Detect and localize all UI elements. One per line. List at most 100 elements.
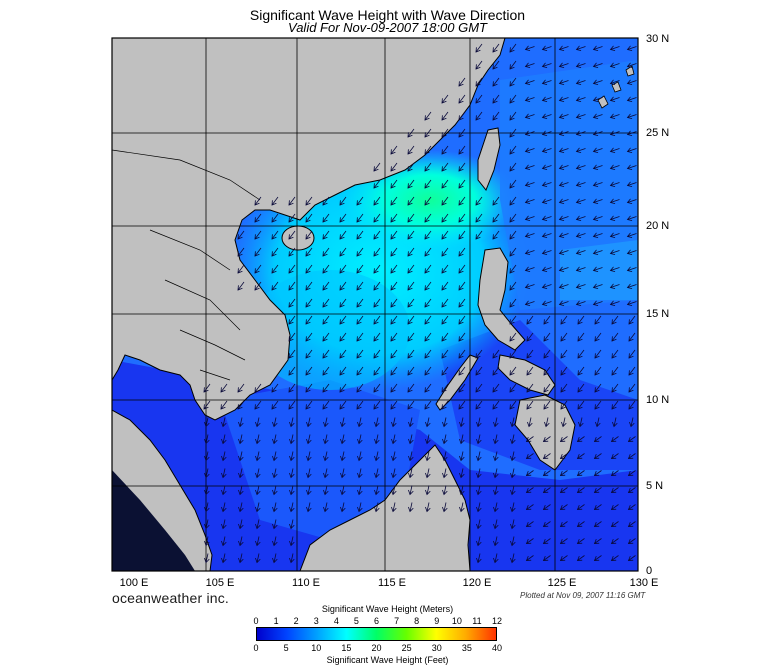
- wave-arrow: [542, 284, 552, 288]
- wave-arrow-head: [509, 404, 515, 410]
- wave-arrow-head: [255, 523, 261, 530]
- wave-arrow-head: [220, 404, 226, 410]
- wave-arrow-head: [339, 370, 345, 376]
- wave-arrow-head: [525, 487, 532, 493]
- wave-arrow-head: [390, 336, 396, 342]
- wave-arrow: [577, 332, 585, 342]
- land-mainland: [112, 38, 506, 421]
- wave-arrow-head: [611, 387, 617, 393]
- wave-arrow-head: [391, 472, 397, 479]
- wave-arrow: [477, 417, 481, 427]
- wave-arrow: [477, 468, 481, 478]
- wave-arrow-head: [424, 404, 430, 410]
- wave-arrow: [460, 434, 464, 444]
- wave-arrow: [205, 468, 209, 478]
- wave-arrow: [594, 436, 602, 442]
- wave-arrow: [458, 400, 466, 410]
- wave-arrow-head: [558, 45, 565, 51]
- wave-arrow: [627, 80, 637, 84]
- wave-arrow-head: [626, 198, 633, 204]
- wave-arrow: [409, 417, 413, 427]
- wave-arrow: [576, 250, 586, 254]
- wave-arrow-head: [628, 319, 634, 325]
- wave-arrow-head: [458, 353, 464, 359]
- wave-arrow: [375, 434, 379, 444]
- wave-arrow: [305, 230, 313, 240]
- wave-arrow: [390, 230, 398, 240]
- wave-arrow-head: [510, 557, 516, 564]
- wave-arrow: [341, 485, 345, 495]
- wave-arrow-head: [609, 283, 616, 289]
- wave-arrow: [628, 487, 636, 493]
- wave-arrow-head: [408, 438, 414, 445]
- wave-arrow: [239, 502, 243, 512]
- wave-arrow-head: [458, 285, 464, 291]
- wave-arrow-head: [458, 166, 464, 172]
- colorbar-meters-tick: 6: [373, 616, 379, 626]
- wave-arrow-head: [524, 113, 531, 119]
- colorbar-meters-tick: 4: [333, 616, 339, 626]
- wave-arrow: [222, 519, 226, 529]
- lat-label-30n: 30 N: [646, 33, 670, 45]
- wave-arrow: [475, 366, 483, 376]
- wave-arrow-head: [626, 249, 633, 255]
- wave-arrow-head: [593, 470, 600, 476]
- wave-arrow: [579, 417, 583, 427]
- wave-arrow-head: [527, 421, 533, 428]
- wave-arrow-head: [390, 353, 396, 359]
- wave-arrow-head: [476, 472, 482, 479]
- wave-arrow-head: [558, 232, 565, 238]
- wave-arrow-head: [509, 64, 515, 70]
- wave-arrow: [594, 470, 602, 476]
- colorbar-feet-tick: 40: [491, 643, 502, 653]
- wave-arrow-head: [510, 455, 516, 462]
- wave-arrow-head: [541, 266, 548, 272]
- wave-arrow: [373, 196, 381, 206]
- wave-arrow: [577, 315, 585, 325]
- wave-arrow-head: [425, 421, 431, 428]
- wave-arrow: [627, 250, 637, 254]
- wave-arrow-head: [493, 455, 499, 462]
- wave-arrow: [611, 504, 619, 510]
- wave-arrow-head: [559, 470, 566, 476]
- wave-arrow-head: [425, 455, 431, 462]
- wave-arrow: [322, 213, 330, 223]
- wave-arrow-head: [558, 147, 565, 153]
- wave-arrow-head: [577, 336, 583, 342]
- wave-arrow: [390, 332, 398, 342]
- wave-arrow-head: [492, 98, 498, 104]
- wave-arrow-head: [288, 353, 294, 359]
- wave-arrow: [390, 179, 398, 189]
- wave-arrow-head: [254, 234, 260, 240]
- wave-arrow: [222, 553, 226, 563]
- wave-arrow: [509, 264, 517, 274]
- wave-arrow: [543, 538, 551, 544]
- wave-arrow-head: [221, 489, 227, 496]
- wave-arrow-head: [373, 251, 379, 257]
- wave-arrow: [460, 485, 464, 495]
- wave-arrow-head: [322, 268, 328, 274]
- wave-arrow: [560, 538, 568, 544]
- wave-arrow-head: [628, 353, 634, 359]
- wave-arrow-head: [575, 215, 582, 221]
- wave-arrow-head: [541, 181, 548, 187]
- wave-arrow: [576, 301, 586, 305]
- wave-arrow-head: [525, 470, 532, 476]
- wave-arrow: [509, 332, 517, 342]
- wave-arrow-head: [390, 370, 396, 376]
- wave-arrow: [373, 332, 381, 342]
- wave-arrow: [441, 94, 449, 104]
- wave-arrow-head: [525, 521, 532, 527]
- wave-arrow-head: [407, 387, 413, 393]
- wave-arrow: [477, 502, 481, 512]
- wave-arrow-head: [255, 438, 261, 445]
- wave-arrow-head: [288, 404, 294, 410]
- wave-arrow: [305, 196, 313, 206]
- wave-arrow-head: [237, 387, 243, 393]
- wave-arrow: [542, 267, 552, 271]
- land-taiwan: [477, 127, 501, 191]
- wave-arrow-head: [271, 387, 277, 393]
- wave-arrow-head: [543, 336, 549, 342]
- wave-arrow-head: [204, 421, 210, 428]
- wave-arrow: [460, 417, 464, 427]
